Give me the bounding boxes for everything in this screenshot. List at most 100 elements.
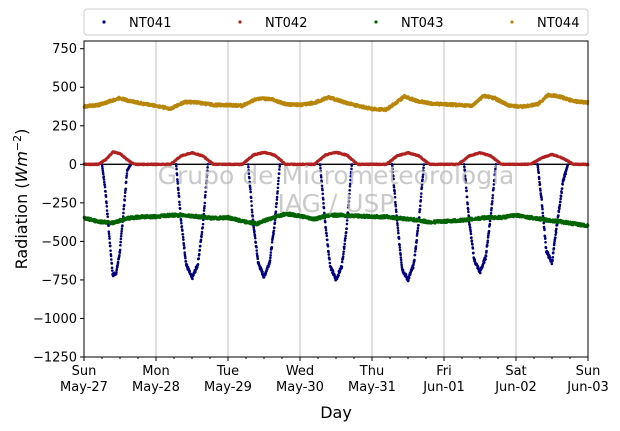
point-nt041-781 (543, 228, 546, 232)
point-nt041-126 (177, 191, 180, 195)
point-nt041-492 (349, 174, 353, 178)
point-nt041-240 (206, 169, 209, 172)
point-nt041-827 (554, 231, 558, 234)
point-nt041-783 (543, 235, 547, 238)
point-nt041-474 (344, 231, 348, 234)
point-nt041-235 (204, 186, 208, 189)
point-nt041-858 (562, 178, 566, 181)
point-nt041-486 (347, 196, 351, 200)
point-nt041-338 (270, 240, 274, 244)
point-nt041-715 (485, 249, 488, 253)
point-nt041-233 (204, 190, 207, 194)
point-nt041-504 (392, 177, 395, 181)
point-nt041-457 (340, 265, 344, 269)
point-nt041-243 (246, 163, 250, 166)
point-nt041-754 (536, 164, 540, 167)
point-nt041-121 (176, 178, 179, 181)
point-nt041-487 (348, 192, 351, 196)
point-nt041-648 (468, 223, 471, 227)
point-nt041-770 (540, 198, 544, 201)
point-nt041-251 (248, 185, 252, 189)
point-nt041-593 (414, 245, 418, 248)
point-nt041-462 (341, 255, 345, 258)
point-nt041-399 (325, 238, 329, 242)
point-nt041-622 (422, 169, 425, 172)
point-nt041-34 (109, 249, 112, 252)
point-nt041-353 (274, 210, 278, 213)
point-nt041-769 (540, 196, 543, 199)
point-nt041-268 (253, 230, 256, 233)
legend-marker-nt041 (102, 20, 106, 24)
point-nt041-650 (468, 226, 472, 229)
point-nt041-627 (463, 165, 466, 169)
point-nt041-589 (413, 253, 417, 257)
point-nt041-273 (254, 241, 258, 244)
point-nt041-765 (539, 189, 542, 192)
point-nt041-842 (558, 203, 562, 207)
point-nt041-85 (122, 211, 125, 215)
point-nt041-337 (270, 246, 274, 249)
point-nt041-37 (110, 258, 113, 261)
point-nt041-520 (396, 223, 399, 227)
point-nt041-634 (464, 186, 468, 190)
point-nt041-630 (463, 174, 467, 178)
point-nt041-331 (269, 256, 272, 260)
point-nt041-772 (540, 205, 544, 209)
point-nt041-463 (342, 252, 345, 256)
point-nt041-31 (108, 241, 112, 245)
point-nt041-761 (538, 180, 541, 184)
point-nt041-147 (182, 243, 186, 247)
point-nt041-237 (205, 179, 208, 183)
point-nt041-526 (397, 237, 401, 240)
point-nt041-621 (421, 173, 425, 176)
point-nt041-744 (492, 183, 496, 186)
point-nt041-513 (394, 204, 398, 208)
point-nt041-614 (419, 192, 423, 195)
point-nt041-625 (422, 163, 426, 166)
point-nt041-795 (546, 251, 550, 255)
point-nt041-364 (277, 176, 280, 180)
point-nt041-729 (488, 219, 492, 223)
point-nt041-210 (198, 248, 202, 252)
point-nt041-280 (256, 255, 259, 259)
point-nt041-500 (391, 167, 394, 171)
point-nt041-728 (488, 222, 492, 226)
legend-marker-nt042 (238, 20, 242, 24)
point-nt041-530 (398, 248, 402, 252)
point-nt041-253 (249, 190, 252, 194)
point-nt041-711 (484, 257, 487, 261)
point-nt041-358 (275, 195, 279, 199)
point-nt041-521 (396, 226, 400, 230)
point-nt041-256 (250, 199, 253, 203)
point-nt041-477 (345, 222, 349, 226)
point-nt041-820 (553, 242, 556, 245)
point-nt041-469 (343, 239, 347, 242)
point-nt041-631 (464, 177, 467, 180)
point-nt041-598 (415, 232, 419, 235)
point-nt041-661 (471, 247, 475, 250)
point-nt041-402 (326, 245, 330, 248)
point-nt041-478 (345, 219, 349, 222)
point-nt041-750 (494, 167, 497, 171)
point-nt041-607 (418, 210, 421, 214)
point-nt041-120 (175, 173, 179, 177)
point-nt041-609 (418, 208, 422, 211)
point-nt041-514 (394, 208, 398, 211)
point-nt041-466 (342, 247, 346, 250)
point-nt041-231 (203, 196, 207, 199)
point-nt041-278 (255, 252, 259, 255)
point-nt041-606 (417, 216, 421, 219)
point-nt041-118 (175, 167, 178, 171)
point-nt041-255 (249, 196, 253, 200)
point-nt041-818 (552, 246, 556, 250)
point-nt041-265 (252, 226, 255, 229)
point-nt041-79 (120, 227, 124, 231)
point-nt041-785 (544, 241, 547, 244)
point-nt041-73 (119, 243, 122, 247)
point-nt041-324 (267, 265, 270, 268)
series-nt042 (82, 150, 590, 167)
point-nt041-203 (196, 263, 200, 266)
point-nt041-749 (493, 170, 497, 173)
point-nt041-349 (273, 221, 277, 224)
